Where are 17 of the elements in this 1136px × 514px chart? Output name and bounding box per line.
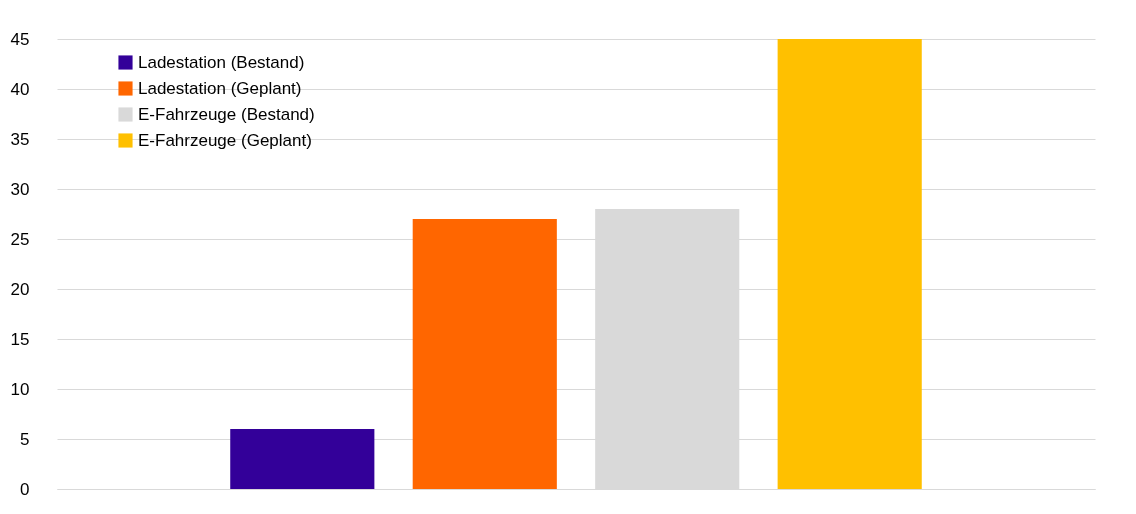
y-tick-label: 40 [10, 79, 30, 99]
y-tick-label: 25 [10, 229, 30, 249]
y-tick-label: 15 [10, 329, 30, 349]
legend-label: Ladestation (Bestand) [138, 52, 305, 72]
bar [777, 39, 922, 489]
y-tick-label: 10 [10, 379, 30, 399]
y-tick-label: 30 [10, 179, 30, 199]
y-tick-label: 35 [10, 129, 30, 149]
legend-label: E-Fahrzeuge (Geplant) [138, 130, 312, 150]
y-tick-label: 5 [20, 429, 30, 449]
y-tick-label: 20 [10, 279, 30, 299]
legend-label: Ladestation (Geplant) [138, 78, 302, 98]
legend-label: E-Fahrzeuge (Bestand) [138, 104, 315, 124]
y-tick-label: 45 [10, 29, 30, 49]
bar [412, 219, 557, 489]
y-tick-label: 0 [20, 479, 30, 499]
bar [230, 429, 375, 489]
